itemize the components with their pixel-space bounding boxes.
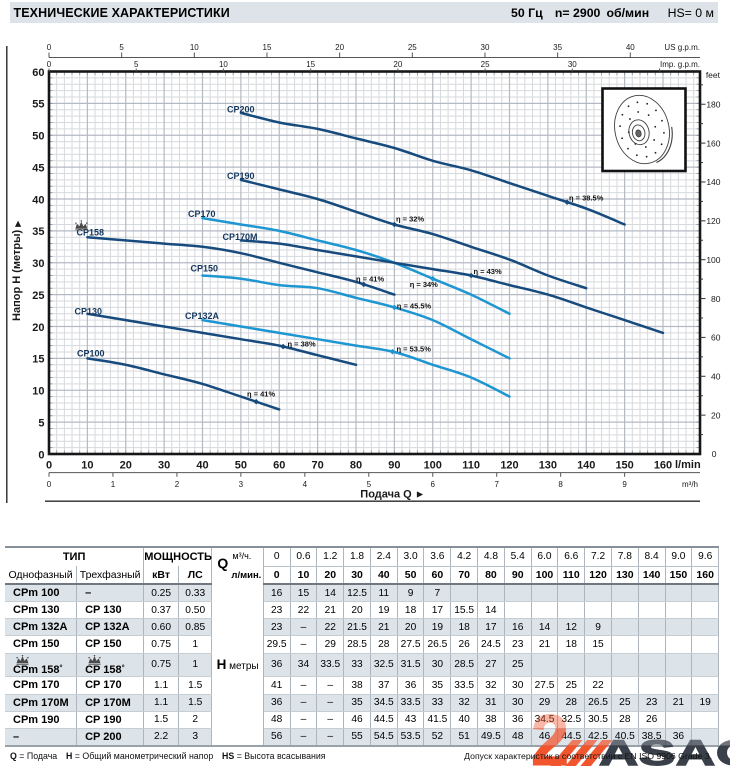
svg-text:10: 10 xyxy=(219,60,228,69)
svg-text:35: 35 xyxy=(553,43,562,52)
svg-text:CP170M: CP170M xyxy=(223,232,258,242)
svg-text:60: 60 xyxy=(32,67,44,79)
svg-text:25: 25 xyxy=(32,290,44,302)
svg-text:35: 35 xyxy=(32,226,44,238)
svg-text:160: 160 xyxy=(654,460,672,472)
svg-text:η = 34%: η = 34% xyxy=(410,280,438,289)
svg-text:0: 0 xyxy=(47,480,52,489)
svg-text:30: 30 xyxy=(32,258,44,270)
svg-text:20: 20 xyxy=(120,460,132,472)
svg-text:40: 40 xyxy=(711,371,721,381)
svg-text:5: 5 xyxy=(38,417,44,429)
svg-text:4: 4 xyxy=(303,480,308,489)
svg-text:60: 60 xyxy=(273,460,285,472)
svg-text:80: 80 xyxy=(711,294,721,304)
svg-text:100: 100 xyxy=(706,255,720,265)
svg-text:40: 40 xyxy=(196,460,208,472)
svg-text:CP132A: CP132A xyxy=(185,311,220,321)
svg-text:▶: ▶ xyxy=(416,490,424,499)
svg-text:US g.p.m.: US g.p.m. xyxy=(664,43,700,52)
svg-text:5: 5 xyxy=(134,60,139,69)
svg-text:0: 0 xyxy=(38,449,44,461)
svg-text:180: 180 xyxy=(706,99,720,109)
svg-text:6: 6 xyxy=(431,480,436,489)
svg-text:CP100: CP100 xyxy=(77,349,105,359)
svg-text:100: 100 xyxy=(424,460,442,472)
svg-text:55: 55 xyxy=(32,99,44,111)
svg-text:9: 9 xyxy=(622,480,627,489)
svg-text:30: 30 xyxy=(568,60,577,69)
svg-text:30: 30 xyxy=(158,460,170,472)
svg-text:150: 150 xyxy=(615,460,633,472)
svg-text:l/min: l/min xyxy=(675,459,701,471)
svg-text:η = 43%: η = 43% xyxy=(474,267,502,276)
svg-text:Напор H (метры) ▶: Напор H (метры) ▶ xyxy=(11,220,23,321)
svg-text:20: 20 xyxy=(335,43,344,52)
svg-text:120: 120 xyxy=(706,216,720,226)
svg-text:90: 90 xyxy=(388,460,400,472)
svg-text:50: 50 xyxy=(235,460,247,472)
svg-text:5: 5 xyxy=(367,480,372,489)
svg-text:1: 1 xyxy=(111,480,116,489)
svg-text:η = 41%: η = 41% xyxy=(247,390,275,399)
svg-text:40: 40 xyxy=(32,194,44,206)
svg-text:20: 20 xyxy=(393,60,402,69)
svg-text:m³/h: m³/h xyxy=(682,480,698,489)
svg-text:2: 2 xyxy=(175,480,180,489)
svg-text:120: 120 xyxy=(500,460,518,472)
svg-text:η = 53.5%: η = 53.5% xyxy=(397,345,432,354)
svg-text:15: 15 xyxy=(263,43,272,52)
svg-text:5: 5 xyxy=(119,43,124,52)
svg-text:η = 41%: η = 41% xyxy=(356,275,384,284)
svg-text:0: 0 xyxy=(712,449,717,459)
svg-text:0: 0 xyxy=(46,460,52,472)
svg-text:60: 60 xyxy=(711,333,721,343)
svg-text:0: 0 xyxy=(47,60,52,69)
svg-text:8: 8 xyxy=(558,480,563,489)
svg-text:80: 80 xyxy=(350,460,362,472)
svg-text:η = 32%: η = 32% xyxy=(396,215,424,224)
svg-text:Подача Q: Подача Q xyxy=(360,489,412,501)
svg-text:η = 38%: η = 38% xyxy=(288,340,316,349)
svg-text:25: 25 xyxy=(481,60,490,69)
svg-text:25: 25 xyxy=(408,43,417,52)
svg-text:110: 110 xyxy=(462,460,480,472)
svg-text:50: 50 xyxy=(32,131,44,143)
svg-text:7: 7 xyxy=(494,480,499,489)
svg-text:140: 140 xyxy=(706,177,720,187)
svg-text:10: 10 xyxy=(190,43,199,52)
svg-text:feet: feet xyxy=(706,70,721,80)
svg-text:20: 20 xyxy=(32,322,44,334)
svg-text:CP150: CP150 xyxy=(191,264,219,274)
svg-text:CP190: CP190 xyxy=(227,171,255,181)
svg-text:15: 15 xyxy=(306,60,315,69)
svg-text:15: 15 xyxy=(32,354,44,366)
svg-text:140: 140 xyxy=(577,460,595,472)
svg-text:3: 3 xyxy=(239,480,244,489)
svg-text:70: 70 xyxy=(311,460,323,472)
svg-text:130: 130 xyxy=(539,460,557,472)
svg-text:30: 30 xyxy=(481,43,490,52)
svg-text:45: 45 xyxy=(32,162,44,174)
svg-text:η = 38.5%: η = 38.5% xyxy=(569,194,604,203)
svg-text:10: 10 xyxy=(81,460,93,472)
svg-text:η = 45.5%: η = 45.5% xyxy=(397,302,432,311)
svg-text:CP200: CP200 xyxy=(227,105,255,115)
svg-text:CP158: CP158 xyxy=(77,228,105,238)
svg-text:Imp. g.p.m.: Imp. g.p.m. xyxy=(660,60,700,69)
svg-text:20: 20 xyxy=(711,410,721,420)
svg-text:CP170: CP170 xyxy=(188,209,216,219)
svg-text:160: 160 xyxy=(706,138,720,148)
svg-text:40: 40 xyxy=(626,43,635,52)
svg-text:CP130: CP130 xyxy=(75,307,103,317)
svg-text:0: 0 xyxy=(47,43,52,52)
svg-text:10: 10 xyxy=(32,386,44,398)
